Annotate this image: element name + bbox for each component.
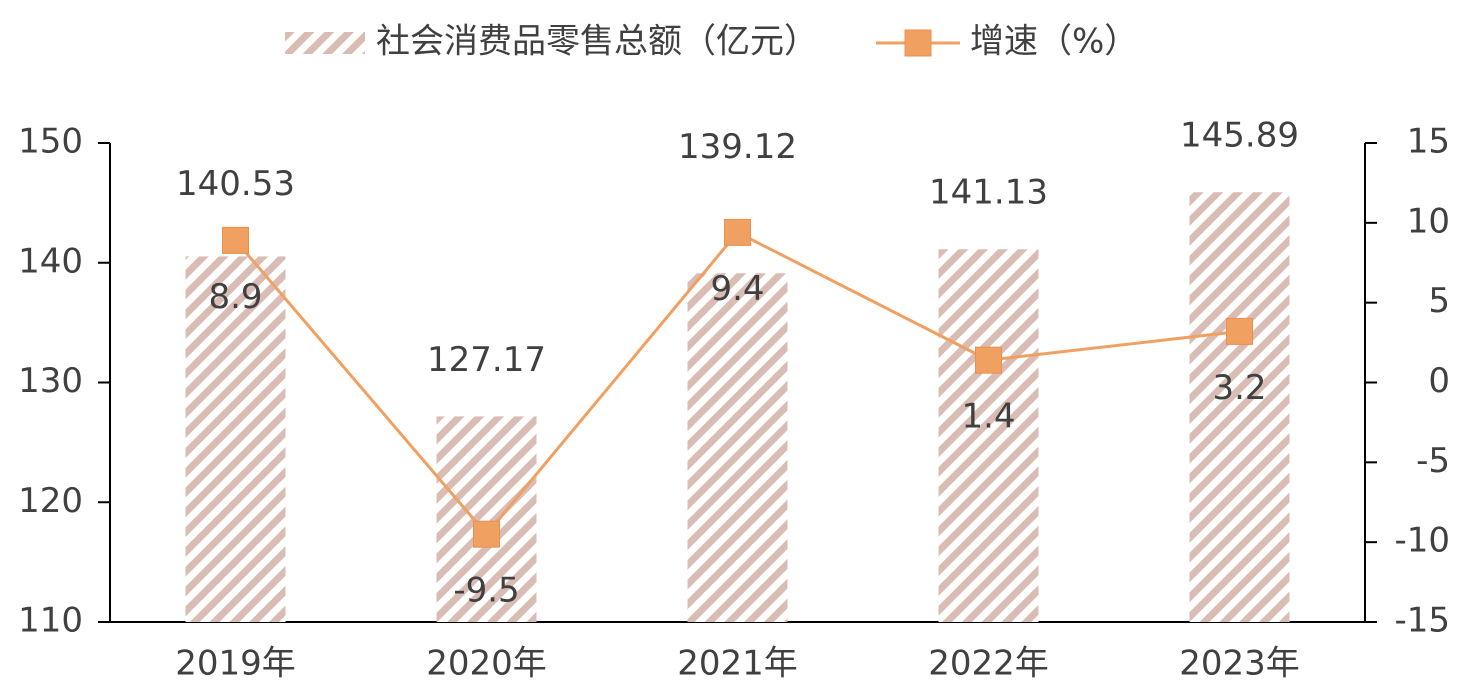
bar-value-label: 139.12 xyxy=(678,127,797,167)
legend-label: 增速（%） xyxy=(970,22,1138,62)
legend-marker xyxy=(904,29,932,57)
y2-tick-label: -15 xyxy=(1394,601,1450,641)
bar xyxy=(436,416,537,622)
y2-tick-label: 10 xyxy=(1407,201,1450,241)
line-value-label: 8.9 xyxy=(208,277,262,317)
y-tick-label: 150 xyxy=(18,122,83,162)
bar xyxy=(687,273,788,622)
x-tick-label: 2021年 xyxy=(677,644,798,684)
legend-label: 社会消费品零售总额（亿元） xyxy=(376,22,818,62)
legend-swatch xyxy=(285,32,365,54)
line-value-label: 3.2 xyxy=(1212,368,1266,408)
y-tick-label: 120 xyxy=(18,481,83,521)
line-value-label: -9.5 xyxy=(453,571,519,611)
bar-value-label: 127.17 xyxy=(427,340,546,380)
growth-marker xyxy=(222,226,249,254)
x-tick-label: 2023年 xyxy=(1179,644,1300,684)
bar xyxy=(938,249,1039,622)
y-tick-label: 110 xyxy=(18,601,83,641)
y-tick-label: 140 xyxy=(18,241,83,281)
y2-tick-label: 15 xyxy=(1407,122,1450,162)
y2-tick-label: 5 xyxy=(1428,281,1450,321)
y2-tick-label: -5 xyxy=(1416,441,1450,481)
y2-tick-label: -10 xyxy=(1394,521,1450,561)
line-value-label: 1.4 xyxy=(961,397,1015,437)
y-tick-label: 130 xyxy=(18,361,83,401)
x-tick-label: 2020年 xyxy=(426,644,547,684)
bar-value-label: 141.13 xyxy=(929,173,1048,213)
line-value-label: 9.4 xyxy=(710,269,764,309)
growth-marker xyxy=(724,218,751,246)
y2-tick-label: 0 xyxy=(1428,361,1450,401)
growth-marker xyxy=(473,520,500,548)
bar xyxy=(1189,192,1290,622)
x-tick-label: 2019年 xyxy=(175,644,296,684)
bar-value-label: 140.53 xyxy=(176,164,295,204)
bar-value-label: 145.89 xyxy=(1180,116,1299,156)
x-tick-label: 2022年 xyxy=(928,644,1049,684)
growth-marker xyxy=(975,346,1002,374)
bar xyxy=(185,256,286,622)
growth-marker xyxy=(1226,317,1253,345)
